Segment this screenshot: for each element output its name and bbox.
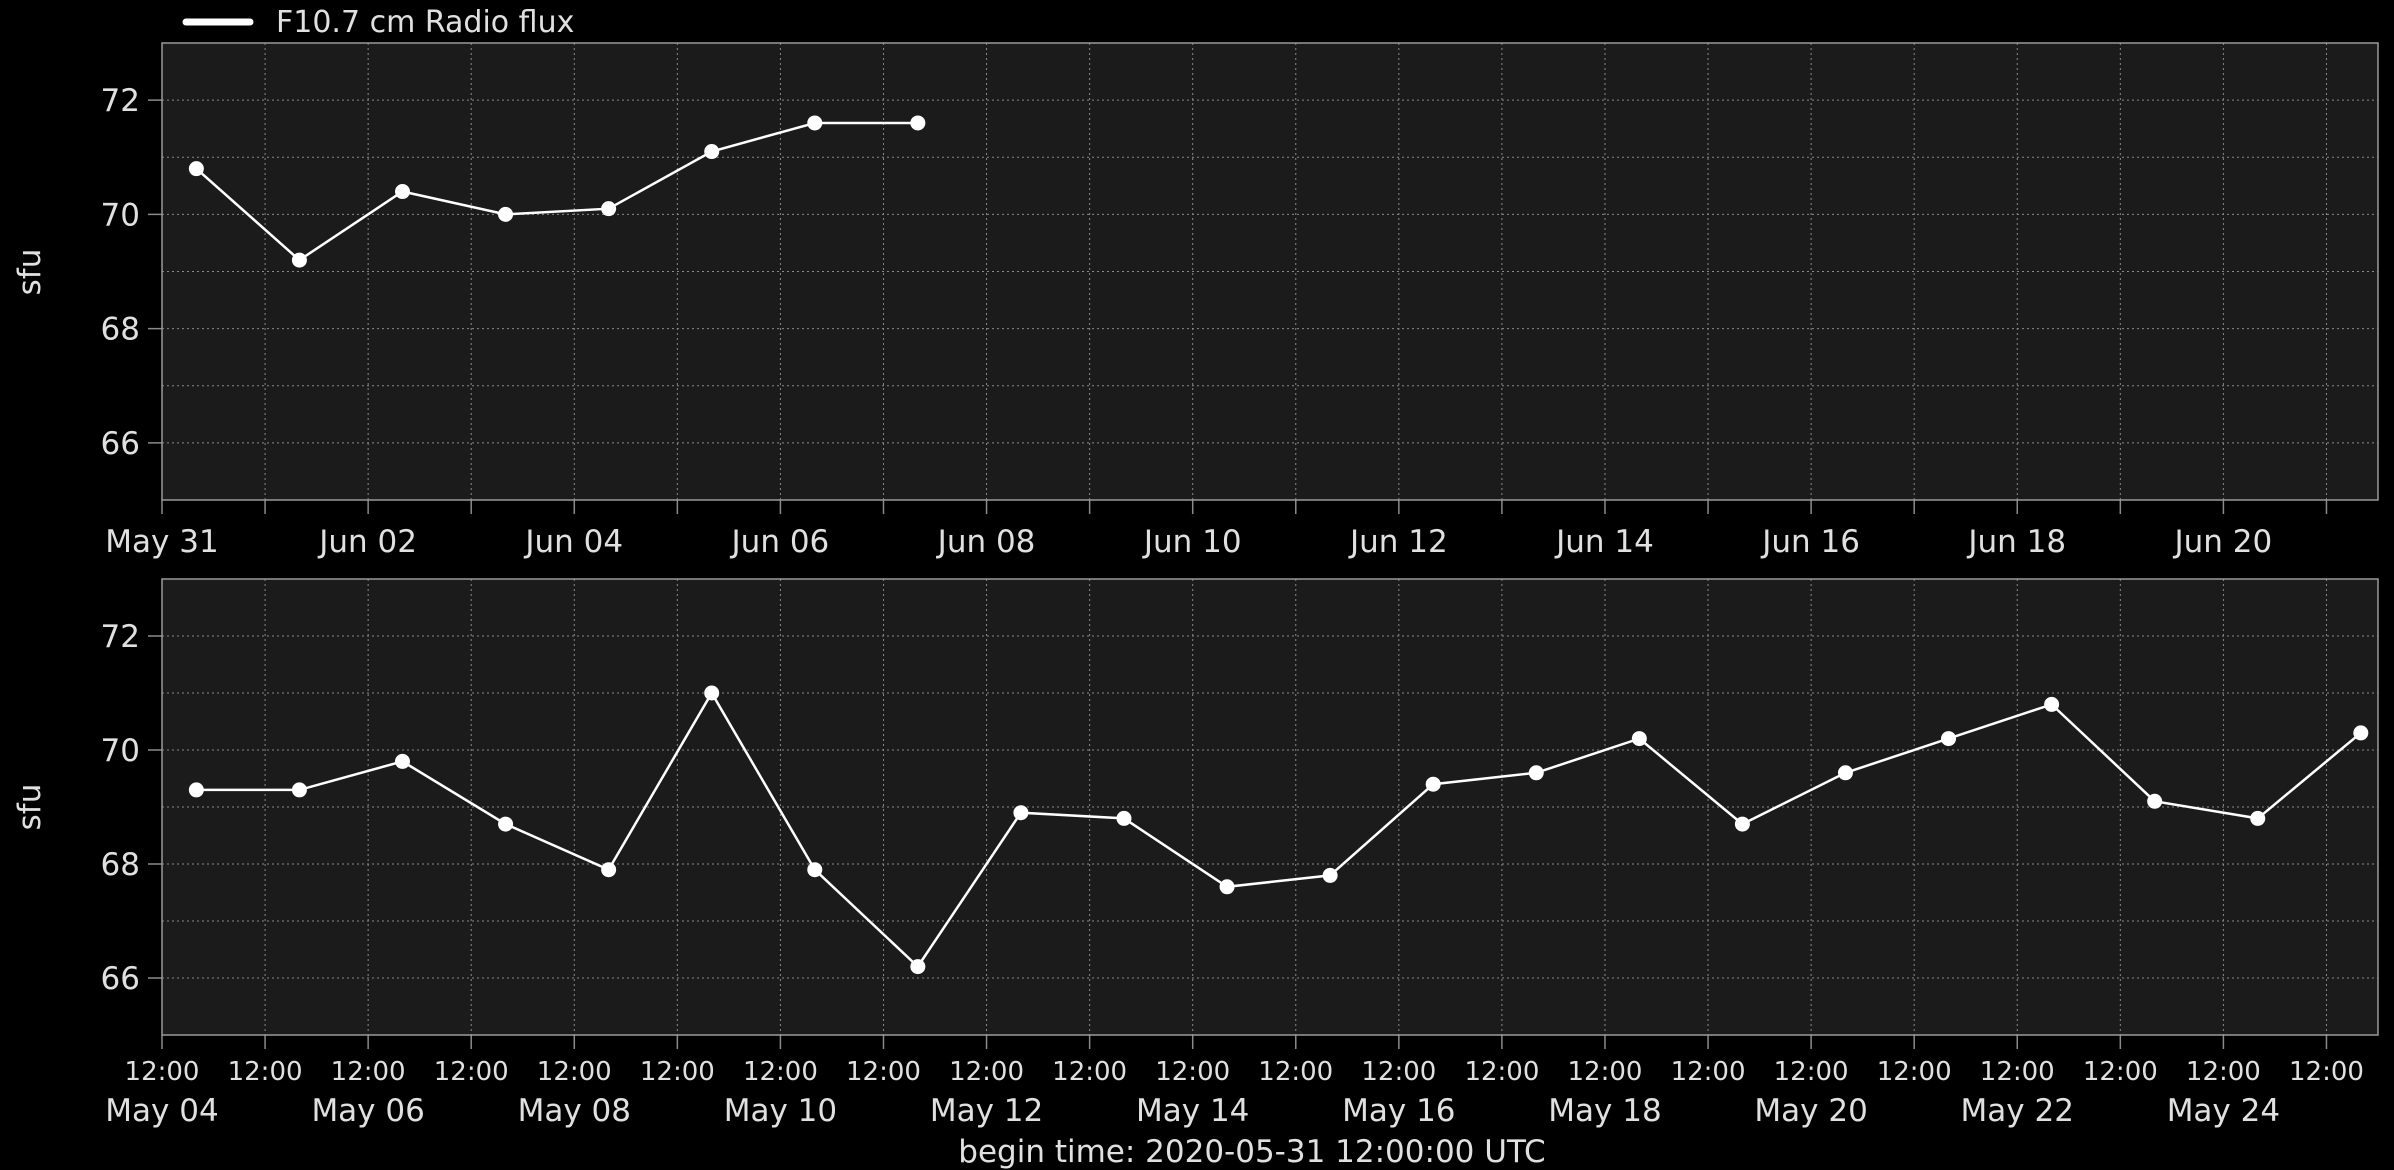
data-point — [807, 862, 823, 878]
y-axis-label: sfu — [12, 784, 48, 831]
x-minor-tick-label: 12:00 — [228, 1057, 303, 1087]
x-major-tick-label: May 08 — [518, 1093, 631, 1129]
x-major-tick-label: May 06 — [311, 1093, 424, 1129]
x-major-tick-label: Jun 20 — [2173, 524, 2273, 560]
x-major-tick-label: Jun 14 — [1554, 524, 1654, 560]
data-point — [910, 115, 926, 131]
data-point — [188, 782, 204, 798]
x-major-tick-label: Jun 12 — [1348, 524, 1448, 560]
plot-frame — [161, 578, 2379, 1036]
data-point — [910, 959, 926, 975]
x-minor-tick-label: 12:00 — [1877, 1057, 1952, 1087]
y-axis-label: sfu — [12, 249, 48, 296]
data-point — [394, 184, 410, 200]
data-point — [601, 201, 617, 217]
x-minor-tick-label: 12:00 — [434, 1057, 509, 1087]
data-point — [291, 252, 307, 268]
x-minor-tick-label: 12:00 — [2186, 1057, 2261, 1087]
x-major-tick-label: May 16 — [1342, 1093, 1455, 1129]
data-point — [2250, 810, 2266, 826]
data-point — [1322, 867, 1338, 883]
data-point — [498, 816, 514, 832]
x-minor-tick-label: 12:00 — [2083, 1057, 2158, 1087]
x-minor-tick-label: 12:00 — [1361, 1057, 1436, 1087]
data-point — [1941, 731, 1957, 747]
y-tick-label: 66 — [101, 426, 140, 462]
y-tick-label: 70 — [101, 197, 140, 233]
x-major-tick-label: May 20 — [1754, 1093, 1867, 1129]
x-minor-tick-label: 12:00 — [949, 1057, 1024, 1087]
x-major-tick-label: Jun 02 — [317, 524, 417, 560]
legend: F10.7 cm Radio flux — [182, 5, 574, 40]
x-minor-tick-label: 12:00 — [537, 1057, 612, 1087]
x-major-tick-label: May 04 — [105, 1093, 218, 1129]
x-minor-tick-label: 12:00 — [1671, 1057, 1746, 1087]
x-minor-tick-label: 12:00 — [640, 1057, 715, 1087]
top-panel: 66 68 70 72 sfu May 31 Jun 02 Jun 04 Jun 06 Jun 0… — [12, 42, 2379, 560]
legend-label: F10.7 cm Radio flux — [276, 5, 574, 40]
y-tick-label: 72 — [101, 619, 140, 655]
series-line — [196, 690, 2362, 969]
x-minor-tick-label: 12:00 — [1258, 1057, 1333, 1087]
y-tick-label: 72 — [101, 83, 140, 119]
x-major-tick-label: Jun 10 — [1142, 524, 1242, 560]
data-point — [1631, 731, 1647, 747]
data-point — [1219, 879, 1235, 895]
y-tick-label: 70 — [101, 733, 140, 769]
x-minor-tick-label: 12:00 — [1155, 1057, 1230, 1087]
data-point — [498, 206, 514, 222]
x-minor-tick-label: 12:00 — [1980, 1057, 2055, 1087]
plot-frame — [161, 42, 2379, 501]
data-point — [1425, 776, 1441, 792]
plot-area — [162, 579, 2378, 1035]
data-point — [2044, 696, 2060, 712]
data-point — [807, 115, 823, 131]
x-major-tick-label: May 14 — [1136, 1093, 1249, 1129]
y-tick-label: 68 — [101, 312, 140, 348]
bottom-panel: 66 68 70 72 sfu 12:00 12:00 12:00 12:00 12:00 12:0… — [12, 578, 2379, 1129]
x-minor-tick-label: 12:00 — [1774, 1057, 1849, 1087]
data-point — [188, 161, 204, 177]
data-point — [394, 753, 410, 769]
x-major-tick-label: Jun 06 — [730, 524, 830, 560]
x-major-tick-label: May 10 — [724, 1093, 837, 1129]
x-minor-tick-label: 12:00 — [743, 1057, 818, 1087]
x-minor-tick-label: 12:00 — [1052, 1057, 1127, 1087]
series-line — [195, 121, 918, 262]
x-major-tick-label: Jun 18 — [1966, 524, 2066, 560]
x-major-tick-label: Jun 16 — [1760, 524, 1860, 560]
x-minor-tick-label: 12:00 — [2289, 1057, 2364, 1087]
x-major-tick-label: May 12 — [930, 1093, 1043, 1129]
y-tick-label: 68 — [101, 847, 140, 883]
x-minor-tick-label: 12:00 — [1464, 1057, 1539, 1087]
data-point — [1013, 805, 1029, 821]
data-point — [2147, 793, 2163, 809]
y-tick-label: 66 — [101, 961, 140, 997]
x-major-tick-label: May 24 — [2167, 1093, 2280, 1129]
data-point — [1734, 816, 1750, 832]
data-point — [291, 782, 307, 798]
data-point — [1528, 765, 1544, 781]
data-point — [1116, 810, 1132, 826]
x-minor-tick-label: 12:00 — [846, 1057, 921, 1087]
data-point — [601, 862, 617, 878]
x-major-tick-label: May 31 — [105, 524, 218, 560]
x-major-tick-label: May 18 — [1548, 1093, 1661, 1129]
plot-area — [162, 43, 2378, 500]
x-major-tick-label: Jun 08 — [936, 524, 1036, 560]
x-major-tick-label: Jun 04 — [523, 524, 623, 560]
begin-time-label: begin time: 2020-05-31 12:00:00 UTC — [958, 1134, 1545, 1170]
data-point — [704, 685, 720, 701]
x-major-tick-label: May 22 — [1961, 1093, 2074, 1129]
data-point — [1837, 765, 1853, 781]
data-point — [2353, 725, 2369, 741]
x-minor-tick-label: 12:00 — [331, 1057, 406, 1087]
x-minor-tick-label: 12:00 — [125, 1057, 200, 1087]
data-point — [704, 144, 720, 160]
x-minor-tick-label: 12:00 — [1568, 1057, 1643, 1087]
